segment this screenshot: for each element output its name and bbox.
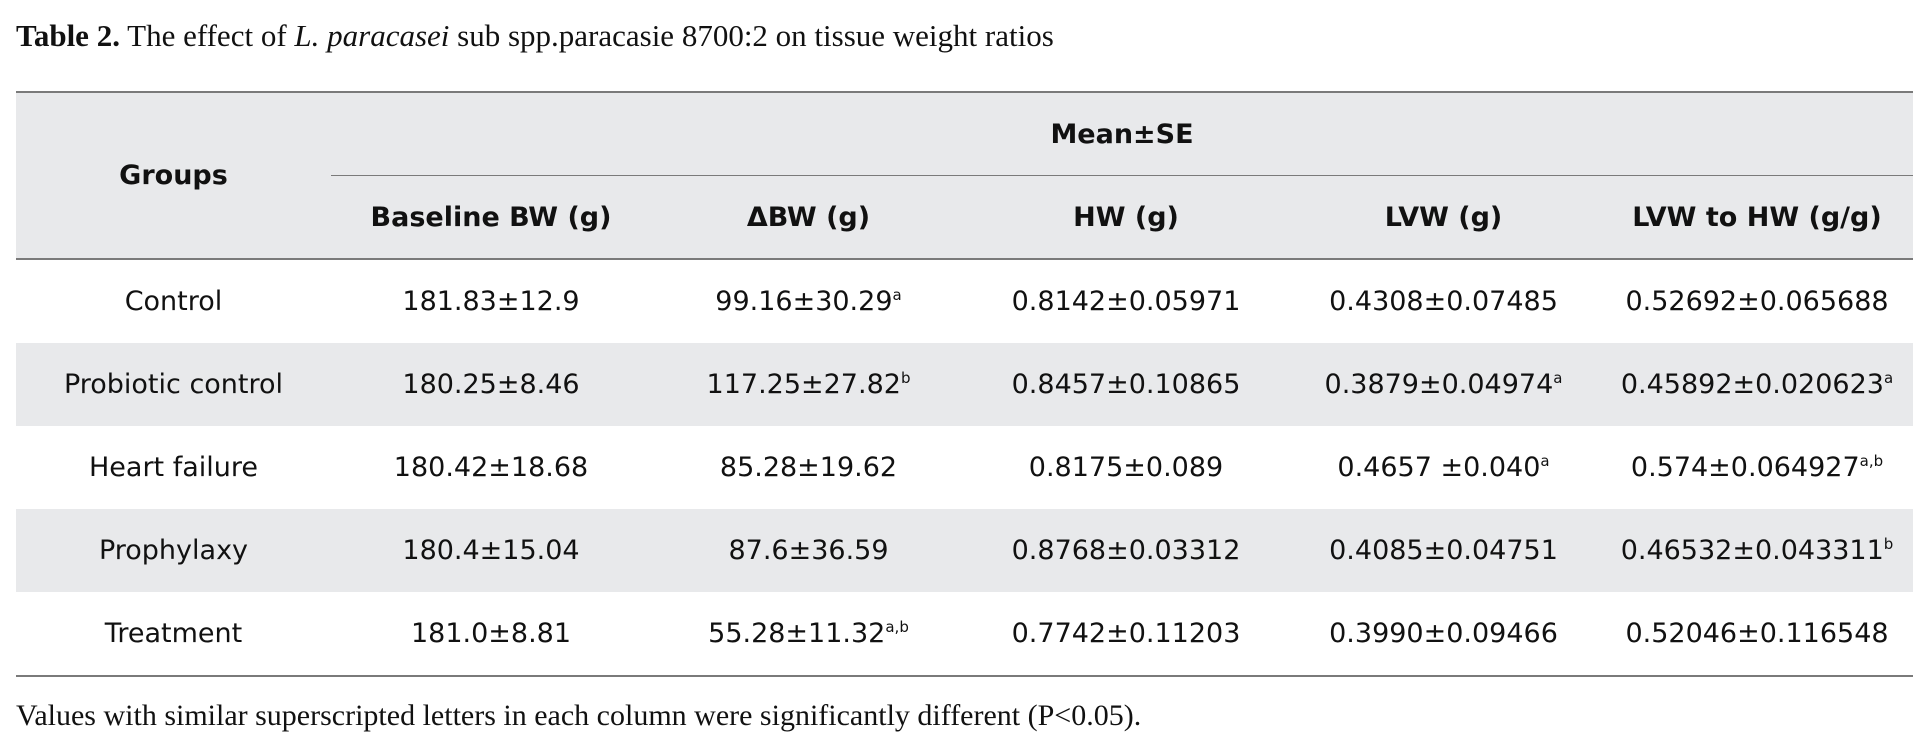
header-row-columns: Baseline BW (g) ΔBW (g) HW (g) LVW (g) L… (16, 175, 1914, 260)
delta-bw-cell: 117.25±27.82b (651, 343, 966, 426)
cell-value: 0.8175±0.089 (1028, 452, 1224, 483)
table-row: Heart failure 180.42±18.68 85.28±19.62 0.81… (16, 426, 1913, 509)
significance-superscript: b (900, 369, 911, 387)
hw-cell: 0.8142±0.05971 (966, 259, 1286, 343)
cell-value: 55.28±11.32 (708, 618, 886, 649)
cell-value: 181.0±8.81 (410, 618, 572, 649)
cell-value: 0.4657 ±0.040 (1337, 452, 1541, 483)
cell-value: 0.4085±0.04751 (1329, 535, 1558, 566)
cell-value: 0.46532±0.043311 (1620, 535, 1884, 566)
table-caption-species: L. paracasei (294, 18, 450, 53)
table-body: Control 181.83±12.9 99.16±30.29a 0.8142±0.0… (16, 259, 1914, 677)
significance-superscript: a (1540, 452, 1550, 470)
table-caption-label: Table 2. (16, 18, 120, 53)
group-name-cell: Prophylaxy (16, 509, 331, 592)
delta-bw-cell: 99.16±30.29a (651, 259, 966, 343)
hw-cell: 0.8175±0.089 (966, 426, 1286, 509)
delta-bw-cell: 55.28±11.32a,b (651, 592, 966, 677)
table-caption: Table 2. The effect of L. paracasei sub … (16, 14, 1054, 58)
table-row: Treatment 181.0±8.81 55.28±11.32a,b 0.7742±… (16, 592, 1914, 677)
cell-value: 0.7742±0.11203 (1011, 618, 1241, 649)
group-name-cell: Probiotic control (16, 343, 331, 426)
cell-value: 0.8768±0.03312 (1011, 535, 1241, 566)
significance-superscript: a,b (1859, 452, 1884, 470)
lvw-cell: 0.4657 ±0.040a (1286, 426, 1601, 509)
header-row-top: Groups Mean±SE (16, 91, 1914, 260)
lvw-to-hw-cell: 0.45892±0.020623a (1601, 343, 1914, 426)
cell-value: 0.3990±0.09466 (1329, 618, 1558, 649)
lvw-cell: 0.3990±0.09466 (1286, 592, 1601, 677)
significance-superscript: b (1883, 535, 1894, 553)
column-header-baseline-bw: Baseline BW (g) (331, 175, 651, 260)
delta-bw-cell: 87.6±36.59 (651, 509, 966, 592)
cell-value: 0.574±0.064927 (1630, 452, 1860, 483)
table-footnote: Values with similar superscripted letter… (16, 699, 1142, 732)
lvw-cell: 0.4308±0.07485 (1286, 259, 1601, 343)
cell-value: 180.25±8.46 (402, 369, 580, 400)
lvw-to-hw-cell: 0.52046±0.116548 (1601, 592, 1914, 677)
column-header-hw: HW (g) (966, 175, 1286, 260)
cell-value: 0.3879±0.04974 (1324, 369, 1554, 400)
column-header-lvw: LVW (g) (1286, 175, 1601, 260)
groups-header: Groups (16, 91, 331, 260)
group-name-cell: Heart failure (88, 452, 258, 483)
table-row: Prophylaxy 180.4±15.04 87.6±36.59 0.8768±0.… (16, 509, 1914, 592)
cell-value: 180.42±18.68 (393, 452, 589, 483)
cell-value: 181.83±12.9 (402, 286, 580, 317)
table-caption-text-after: sub spp.paracasie 8700:2 on tissue weigh… (449, 18, 1054, 53)
lvw-to-hw-cell: 0.574±0.064927a,b (1601, 426, 1913, 509)
column-header-delta-bw: ΔBW (g) (651, 175, 966, 260)
cell-value: 87.6±36.59 (728, 535, 889, 566)
cell-value: 0.4308±0.07485 (1329, 286, 1558, 317)
cell-value: 85.28±19.62 (719, 452, 898, 483)
group-name-cell: Control (124, 286, 223, 317)
column-header-lvw-to-hw: LVW to HW (g/g) (1601, 175, 1914, 260)
cell-value: 0.8142±0.05971 (1011, 286, 1241, 317)
hw-cell: 0.8768±0.03312 (966, 509, 1286, 592)
significance-superscript: a (1553, 369, 1563, 387)
group-name-cell: Treatment (16, 592, 331, 677)
lvw-cell: 0.3879±0.04974a (1286, 343, 1601, 426)
baseline-bw-cell: 180.25±8.46 (331, 343, 651, 426)
hw-cell: 0.7742±0.11203 (966, 592, 1286, 677)
results-table-container: Groups Mean±SE Baseline BW (g) ΔBW (g) H… (16, 91, 1914, 677)
significance-superscript: a (892, 286, 902, 304)
lvw-cell: 0.4085±0.04751 (1286, 509, 1601, 592)
baseline-bw-cell: 180.4±15.04 (331, 509, 651, 592)
baseline-bw-cell: 180.42±18.68 (331, 426, 651, 509)
cell-value: 0.8457±0.10865 (1011, 369, 1241, 400)
results-table: Groups Mean±SE Baseline BW (g) ΔBW (g) H… (16, 91, 1914, 677)
lvw-to-hw-cell: 0.46532±0.043311b (1601, 509, 1914, 592)
table-row: Probiotic control 180.25±8.46 117.25±27.82… (16, 343, 1914, 426)
significance-superscript: a (1883, 369, 1894, 387)
cell-value: 117.25±27.82 (706, 369, 901, 400)
cell-value: 180.4±15.04 (402, 535, 580, 566)
baseline-bw-cell: 181.0±8.81 (331, 592, 651, 677)
delta-bw-cell: 85.28±19.62 (651, 426, 966, 509)
cell-value: 99.16±30.29 (715, 286, 893, 317)
baseline-bw-cell: 181.83±12.9 (331, 259, 651, 343)
hw-cell: 0.8457±0.10865 (966, 343, 1286, 426)
cell-value: 0.52046±0.116548 (1625, 618, 1889, 649)
table-row: Control 181.83±12.9 99.16±30.29a 0.8142±0.0… (16, 259, 1913, 343)
lvw-to-hw-cell: 0.52692±0.065688 (1601, 259, 1913, 343)
table-caption-text-before: The effect of (119, 18, 295, 53)
mean-se-header: Mean±SE (331, 91, 1914, 176)
cell-value: 0.45892±0.020623 (1620, 369, 1884, 400)
cell-value: 0.52692±0.065688 (1625, 286, 1889, 317)
significance-superscript: a,b (885, 618, 909, 636)
